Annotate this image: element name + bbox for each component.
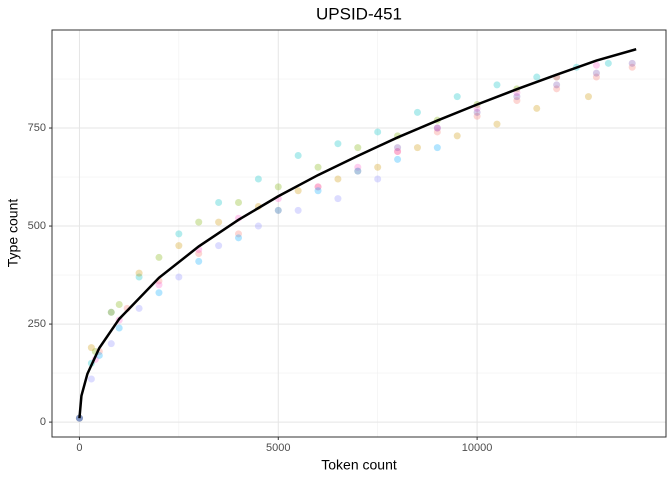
point — [354, 167, 362, 175]
point — [115, 324, 123, 332]
point — [215, 218, 223, 226]
point — [274, 206, 282, 214]
point — [374, 128, 382, 136]
point — [115, 300, 123, 308]
point — [473, 108, 481, 116]
point — [107, 340, 115, 348]
point — [473, 112, 481, 120]
point — [334, 140, 342, 148]
point — [135, 304, 143, 312]
point — [493, 81, 501, 89]
point — [235, 234, 243, 242]
point — [394, 148, 402, 156]
point — [628, 63, 636, 71]
point — [592, 69, 600, 77]
point — [592, 73, 600, 81]
point — [294, 187, 302, 195]
point — [107, 308, 115, 316]
point — [87, 344, 95, 352]
point — [354, 144, 362, 152]
point — [374, 163, 382, 171]
point — [254, 175, 262, 183]
point — [155, 253, 163, 261]
point — [135, 273, 143, 281]
point — [413, 144, 421, 152]
point — [235, 230, 243, 238]
point — [294, 206, 302, 214]
point — [314, 187, 322, 195]
point — [195, 249, 203, 257]
point — [374, 175, 382, 183]
point — [155, 289, 163, 297]
point — [354, 163, 362, 171]
y-axis-title: Type count — [5, 199, 21, 268]
point — [314, 183, 322, 191]
y-tick-label: 500 — [28, 220, 46, 232]
x-tick-label: 10000 — [462, 442, 493, 454]
point — [394, 155, 402, 163]
point — [155, 281, 163, 289]
point — [453, 132, 461, 140]
point — [215, 199, 223, 207]
point — [87, 375, 95, 383]
point — [254, 222, 262, 230]
point — [592, 61, 600, 69]
point — [533, 104, 541, 112]
y-tick-label: 250 — [28, 318, 46, 330]
point — [274, 183, 282, 191]
point — [513, 97, 521, 105]
point — [493, 120, 501, 128]
x-tick-label: 5000 — [266, 442, 290, 454]
panel-border — [51, 29, 667, 438]
chart-title: UPSID-451 — [316, 4, 402, 23]
point — [553, 85, 561, 93]
point — [584, 93, 592, 101]
point — [175, 242, 183, 250]
point — [107, 308, 115, 316]
point — [175, 230, 183, 238]
point — [314, 183, 322, 191]
y-tick-label: 750 — [28, 122, 46, 134]
point — [433, 144, 441, 152]
point — [175, 273, 183, 281]
point — [433, 124, 441, 132]
point — [314, 163, 322, 171]
x-tick-label: 0 — [76, 442, 82, 454]
point — [394, 144, 402, 152]
point — [354, 167, 362, 175]
point — [433, 128, 441, 136]
point — [334, 175, 342, 183]
x-axis-title: Token count — [321, 457, 397, 473]
point — [513, 93, 521, 101]
point — [533, 73, 541, 81]
point — [334, 195, 342, 203]
point — [294, 151, 302, 159]
point — [453, 93, 461, 101]
point — [433, 124, 441, 132]
point — [394, 148, 402, 156]
point — [553, 81, 561, 89]
point — [413, 108, 421, 116]
point — [628, 59, 636, 67]
point — [274, 206, 282, 214]
point — [195, 257, 203, 265]
point — [473, 104, 481, 112]
point — [215, 242, 223, 250]
point — [235, 199, 243, 207]
point — [135, 269, 143, 277]
y-tick-label: 0 — [40, 416, 46, 428]
fit-line — [78, 48, 637, 419]
point — [604, 59, 612, 67]
point — [195, 218, 203, 226]
